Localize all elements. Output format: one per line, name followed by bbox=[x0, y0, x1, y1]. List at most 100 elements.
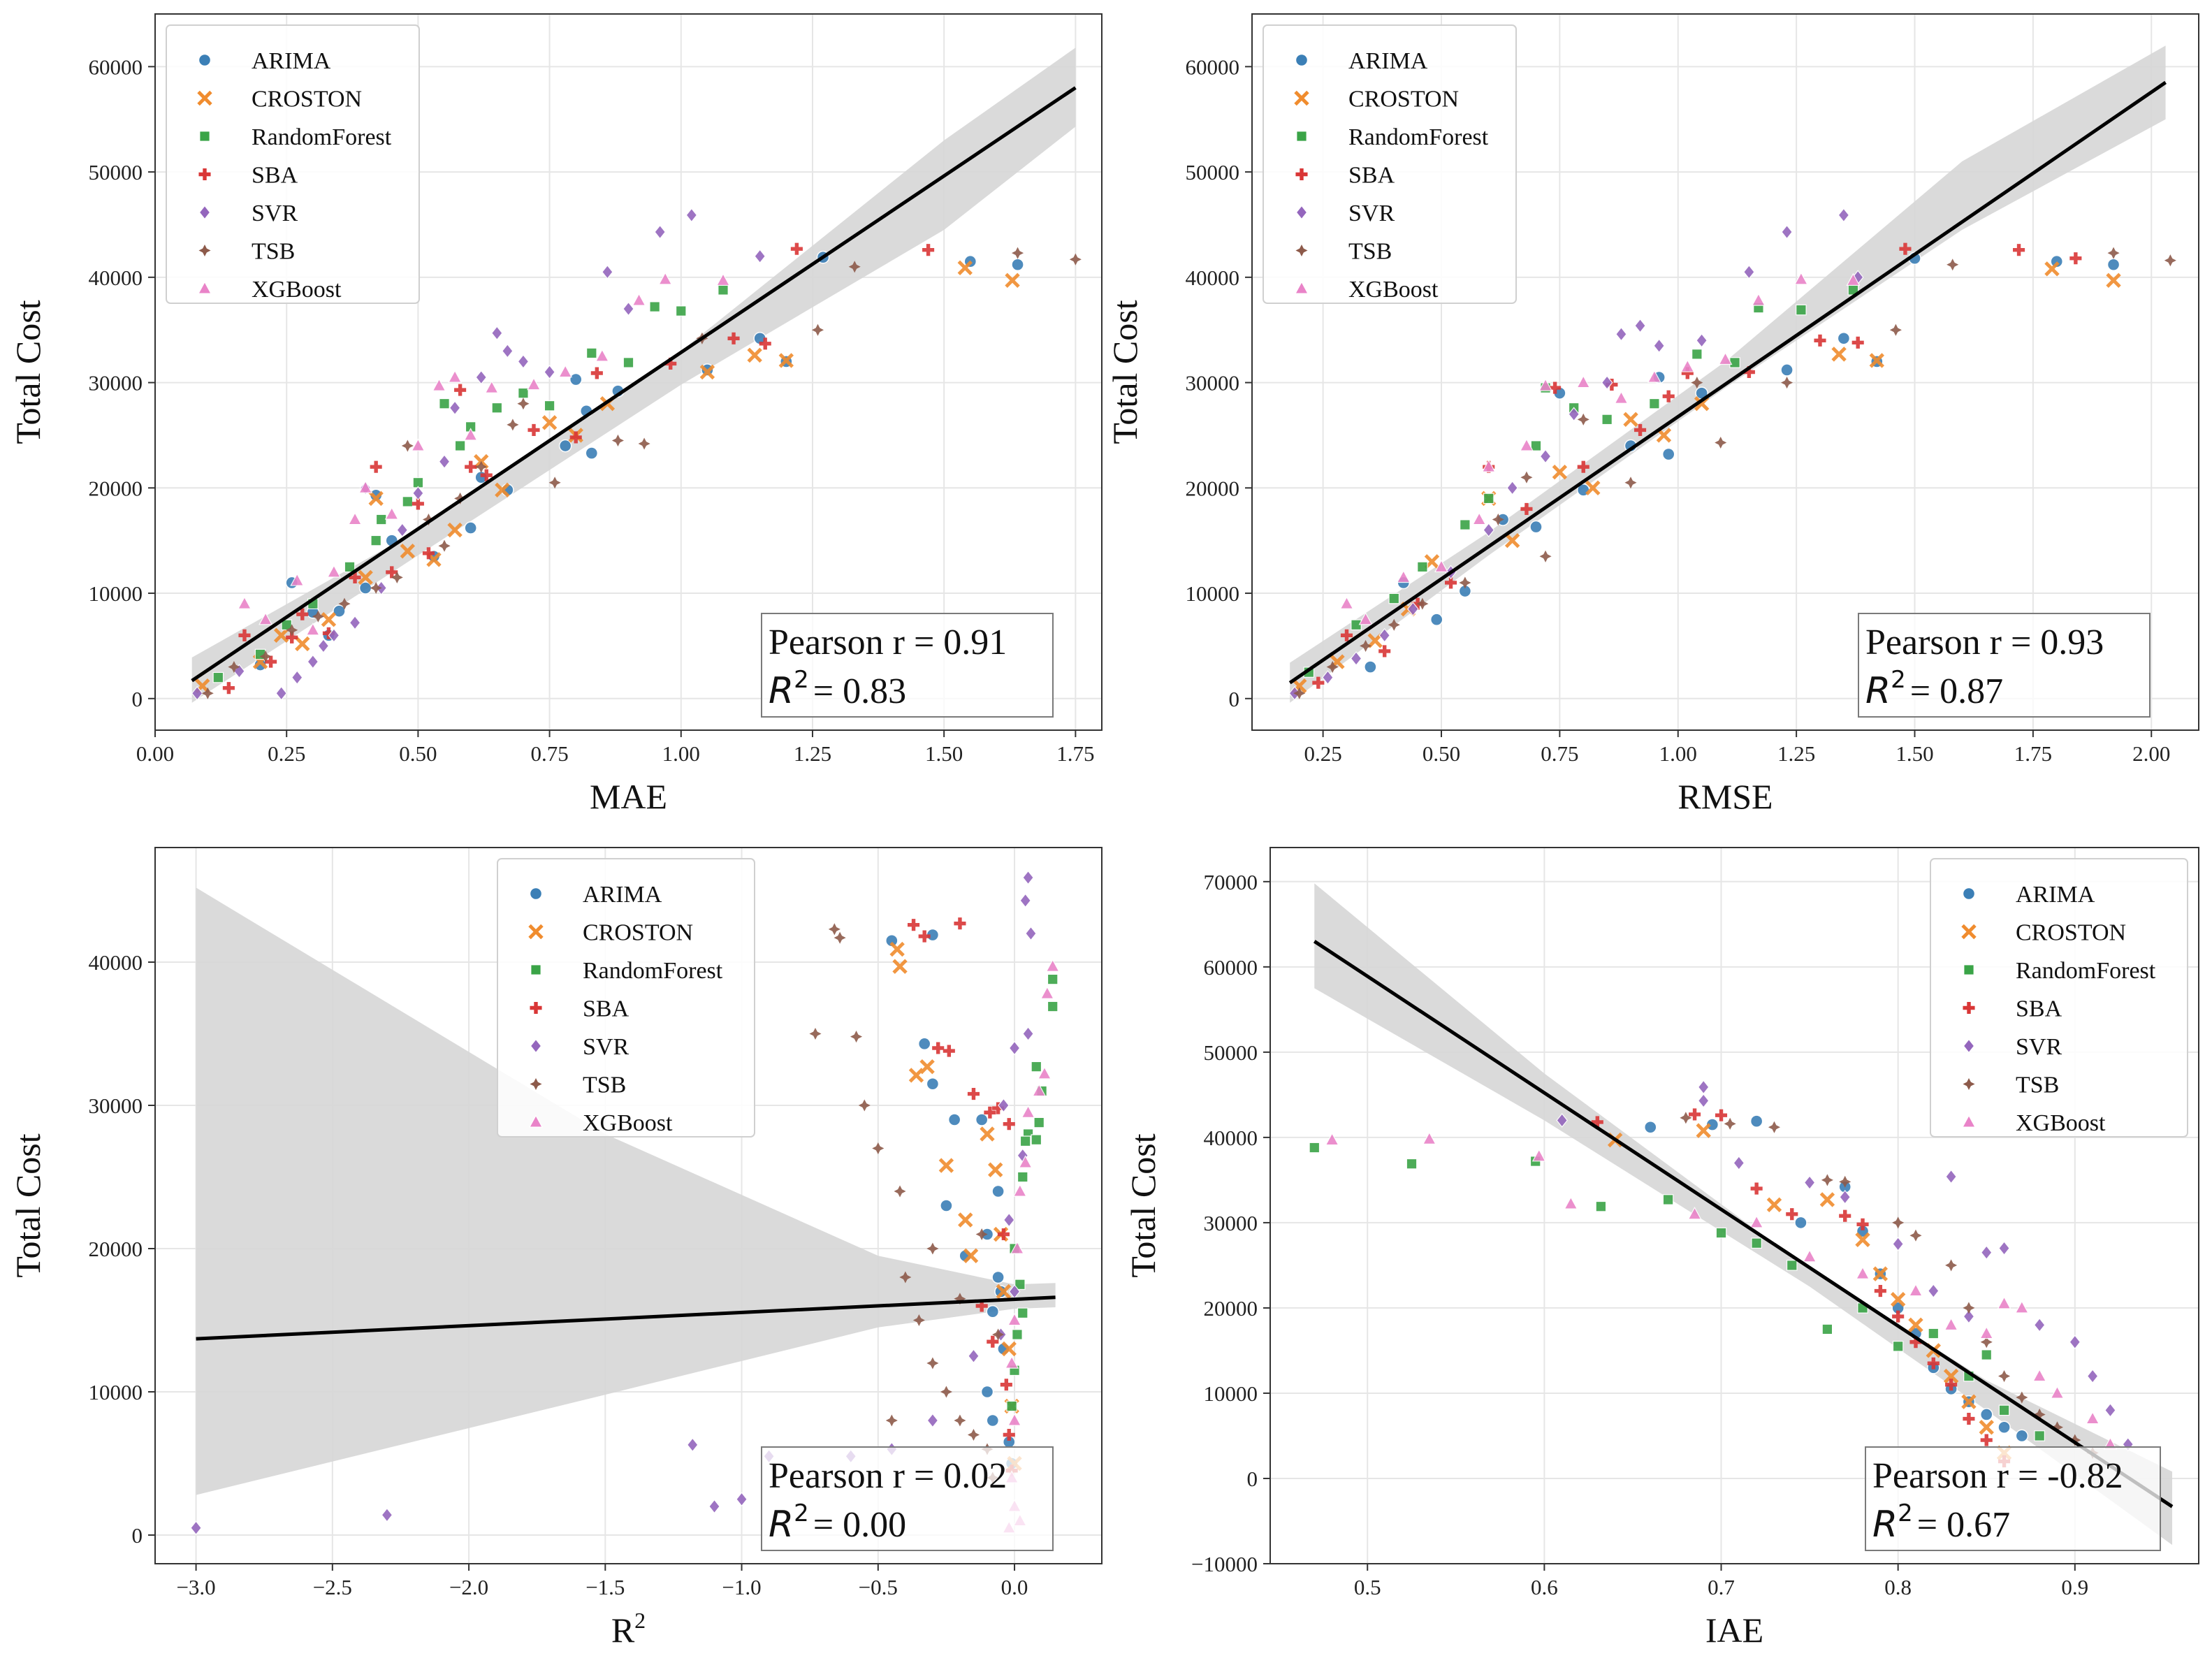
point-sba bbox=[1981, 1434, 1993, 1446]
point-xgboost bbox=[1615, 392, 1627, 404]
point-xgboost bbox=[1005, 1357, 1018, 1369]
point-randomforest bbox=[1031, 1061, 1041, 1071]
point-croston bbox=[1981, 1423, 1991, 1432]
point-croston bbox=[1427, 557, 1436, 567]
legend-label-tsb: TSB bbox=[583, 1073, 626, 1098]
x-axis-label-text: R bbox=[611, 1611, 635, 1650]
point-tsb bbox=[968, 1429, 980, 1441]
point-svr bbox=[450, 401, 460, 414]
point-arima bbox=[1795, 1216, 1807, 1228]
point-svr bbox=[1893, 1237, 1903, 1251]
point-xgboost bbox=[433, 379, 446, 391]
x-tick-label: 0.50 bbox=[399, 741, 437, 766]
point-sba bbox=[922, 244, 934, 256]
point-sba bbox=[791, 243, 803, 255]
legend-label-sba: SBA bbox=[1348, 163, 1395, 189]
r-squared-value: = 0.67 bbox=[1917, 1505, 2010, 1545]
point-sba bbox=[2069, 252, 2081, 264]
point-sba bbox=[954, 917, 966, 929]
y-tick-label: 0 bbox=[1247, 1467, 1258, 1491]
y-tick-label: 30000 bbox=[1186, 371, 1240, 395]
point-tsb bbox=[850, 1031, 862, 1042]
y-tick-label: 0 bbox=[132, 1523, 143, 1548]
r-squared-value: = 0.87 bbox=[1910, 671, 2003, 711]
legend-label-croston: CROSTON bbox=[252, 87, 362, 112]
x-tick-label: 0.7 bbox=[1708, 1575, 1735, 1599]
point-sba bbox=[998, 1228, 1010, 1240]
point-tsb bbox=[829, 923, 841, 935]
point-croston bbox=[1834, 349, 1844, 359]
y-tick-label: 30000 bbox=[1204, 1211, 1258, 1235]
legend-label-arima: ARIMA bbox=[2016, 882, 2095, 908]
point-croston bbox=[922, 1061, 932, 1071]
point-randomforest bbox=[1048, 974, 1058, 984]
point-xgboost bbox=[1341, 597, 1353, 609]
point-croston bbox=[1626, 414, 1636, 424]
point-arima bbox=[1431, 613, 1443, 625]
point-arima bbox=[987, 1306, 998, 1318]
series-arima bbox=[1365, 252, 2120, 673]
point-randomforest bbox=[1650, 399, 1659, 409]
point-randomforest bbox=[1730, 358, 1740, 368]
stats-box: Pearson r = -0.82R2 = 0.67 bbox=[1865, 1447, 2160, 1550]
point-randomforest bbox=[402, 497, 412, 507]
point-svr bbox=[1698, 1094, 1709, 1107]
legend-label-sba: SBA bbox=[252, 163, 298, 189]
point-xgboost bbox=[1750, 1216, 1763, 1228]
point-sba bbox=[527, 424, 539, 436]
point-svr bbox=[1616, 328, 1627, 341]
point-arima bbox=[1663, 449, 1675, 460]
point-xgboost bbox=[1803, 1250, 1816, 1262]
legend: ARIMACROSTONRandomForestSBASVRTSBXGBoost bbox=[1263, 25, 1516, 303]
point-tsb bbox=[639, 437, 650, 449]
point-svr bbox=[2088, 1369, 2098, 1383]
point-tsb bbox=[859, 1099, 871, 1111]
point-xgboost bbox=[386, 508, 398, 520]
point-croston bbox=[323, 615, 333, 625]
series-randomforest bbox=[213, 285, 728, 683]
legend-label-tsb: TSB bbox=[252, 239, 295, 265]
x-axis-label: R2 bbox=[611, 1608, 646, 1650]
legend-label-tsb: TSB bbox=[2016, 1073, 2059, 1098]
point-xgboost bbox=[1533, 1149, 1545, 1161]
point-randomforest bbox=[623, 358, 633, 368]
point-randomforest bbox=[1893, 1342, 1902, 1351]
point-xgboost bbox=[1423, 1133, 1436, 1144]
legend-marker-randomforest bbox=[1297, 131, 1307, 141]
point-randomforest bbox=[1999, 1405, 2009, 1415]
r-squared-exponent: 2 bbox=[1891, 666, 1906, 694]
r-squared-exponent: 2 bbox=[794, 1499, 809, 1527]
point-svr bbox=[2035, 1318, 2045, 1332]
point-xgboost bbox=[717, 274, 729, 286]
point-arima bbox=[981, 1386, 993, 1397]
point-randomforest bbox=[1418, 562, 1427, 572]
r-squared-symbol: R bbox=[1865, 670, 1891, 712]
point-svr bbox=[1999, 1242, 2009, 1255]
point-randomforest bbox=[1822, 1324, 1832, 1334]
point-svr bbox=[2105, 1404, 2116, 1417]
point-xgboost bbox=[527, 378, 540, 390]
y-axis-label: Total Cost bbox=[1123, 1133, 1163, 1277]
x-tick-label: 1.75 bbox=[2014, 741, 2052, 766]
point-arima bbox=[949, 1114, 961, 1126]
x-tick-label: 1.00 bbox=[1659, 741, 1697, 766]
point-sba bbox=[591, 367, 603, 379]
point-tsb bbox=[812, 324, 824, 336]
point-svr bbox=[397, 523, 407, 537]
point-sba bbox=[932, 1042, 944, 1054]
r-squared-exponent: 2 bbox=[794, 666, 809, 694]
point-sba bbox=[1751, 1183, 1763, 1195]
y-tick-label: 10000 bbox=[89, 1380, 143, 1404]
pearson-text: Pearson r = 0.02 bbox=[769, 1456, 1007, 1496]
point-svr bbox=[191, 1521, 201, 1534]
point-tsb bbox=[1781, 377, 1793, 388]
point-arima bbox=[1645, 1121, 1657, 1133]
point-arima bbox=[1981, 1409, 1993, 1420]
point-tsb bbox=[1768, 1121, 1780, 1133]
x-tick-label: 0.9 bbox=[2061, 1575, 2088, 1599]
x-tick-label: −1.5 bbox=[585, 1575, 625, 1599]
point-randomforest bbox=[1406, 1159, 1416, 1169]
series-arima bbox=[254, 252, 1024, 671]
x-axis-label: MAE bbox=[590, 777, 667, 816]
y-tick-label: 60000 bbox=[1186, 54, 1240, 79]
